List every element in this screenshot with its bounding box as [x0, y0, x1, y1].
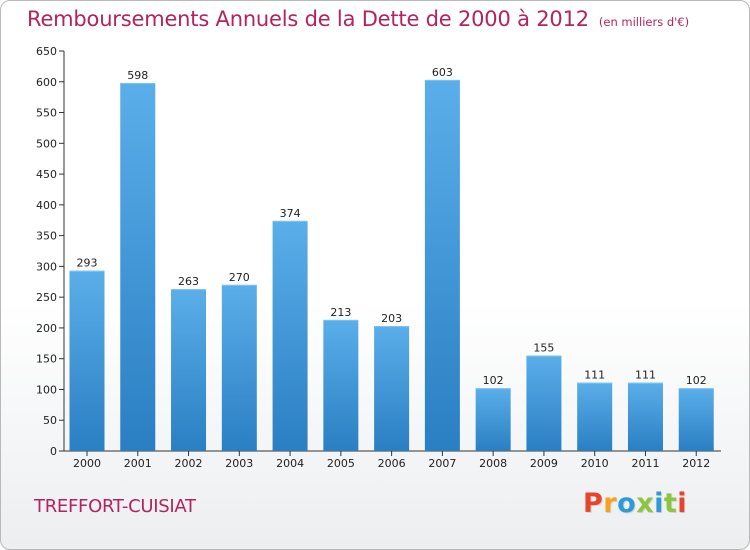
data-label: 203 — [381, 312, 402, 325]
y-tick-label: 450 — [36, 168, 57, 181]
data-label: 263 — [178, 275, 199, 288]
x-tick-label: 2012 — [682, 457, 710, 470]
data-label: 111 — [635, 369, 656, 382]
logo-letter: t — [663, 488, 678, 519]
bar — [627, 382, 663, 451]
x-tick-label: 2003 — [225, 457, 253, 470]
logo-letter: i — [677, 488, 688, 519]
x-tick-label: 2004 — [276, 457, 304, 470]
y-tick-label: 500 — [36, 137, 57, 150]
x-tick-label: 2006 — [378, 457, 406, 470]
data-label: 603 — [432, 66, 453, 79]
y-tick-label: 550 — [36, 107, 57, 120]
data-label: 270 — [229, 271, 250, 284]
data-label: 102 — [483, 374, 504, 387]
logo-letter: r — [603, 488, 618, 519]
bar — [323, 319, 359, 451]
logo-letter: x — [636, 488, 655, 519]
bar — [171, 289, 207, 451]
y-tick-label: 400 — [36, 199, 57, 212]
x-tick-label: 2008 — [479, 457, 507, 470]
x-tick-label: 2002 — [175, 457, 203, 470]
bar — [374, 326, 410, 451]
y-tick-label: 300 — [36, 260, 57, 273]
logo-letter: i — [654, 488, 664, 519]
data-label: 213 — [330, 306, 351, 319]
x-tick-label: 2001 — [124, 457, 152, 470]
bar — [577, 382, 613, 451]
x-tick-label: 2007 — [428, 457, 456, 470]
x-tick-label: 2009 — [530, 457, 558, 470]
data-label: 155 — [533, 342, 554, 355]
y-tick-label: 600 — [36, 76, 57, 89]
data-label: 293 — [77, 257, 98, 270]
y-tick-label: 0 — [50, 445, 57, 458]
y-tick-label: 200 — [36, 322, 57, 335]
bar — [526, 355, 562, 451]
data-label: 598 — [127, 69, 148, 82]
bars — [69, 79, 714, 451]
bar — [69, 270, 105, 451]
bar — [221, 284, 257, 451]
data-label: 374 — [280, 207, 301, 220]
bar — [272, 220, 308, 451]
logo-letter: o — [617, 488, 637, 519]
bar — [120, 83, 156, 451]
proxiti-logo: Proxiti — [583, 488, 687, 519]
x-tick-label: 2005 — [327, 457, 355, 470]
y-tick-label: 150 — [36, 353, 57, 366]
commune-name: TREFFORT-CUISIAT — [34, 496, 196, 517]
bar — [475, 388, 511, 451]
logo-letter: P — [583, 488, 604, 519]
y-tick-label: 50 — [43, 414, 57, 427]
title-row: Remboursements Annuels de la Dette de 20… — [27, 7, 689, 31]
y-tick-label: 100 — [36, 383, 57, 396]
x-tick-label: 2011 — [631, 457, 659, 470]
bar — [424, 79, 460, 451]
axes: 0 50 100 150 200 250 300 350 400 450 500 550 600 650 2… — [36, 45, 721, 470]
data-label: 102 — [686, 374, 707, 387]
data-label: 111 — [584, 369, 605, 382]
y-tick-label: 250 — [36, 291, 57, 304]
x-tick-label: 2000 — [73, 457, 101, 470]
y-tick-label: 350 — [36, 230, 57, 243]
chart-title: Remboursements Annuels de la Dette de 20… — [27, 7, 589, 31]
data-labels: 293 598 263 270 374 213 203 603 102 155 111 111 102 — [77, 66, 707, 387]
y-tick-label: 650 — [36, 45, 57, 58]
bar — [678, 388, 714, 451]
x-tick-label: 2010 — [581, 457, 609, 470]
chart-unit: (en milliers d'€) — [598, 15, 690, 29]
